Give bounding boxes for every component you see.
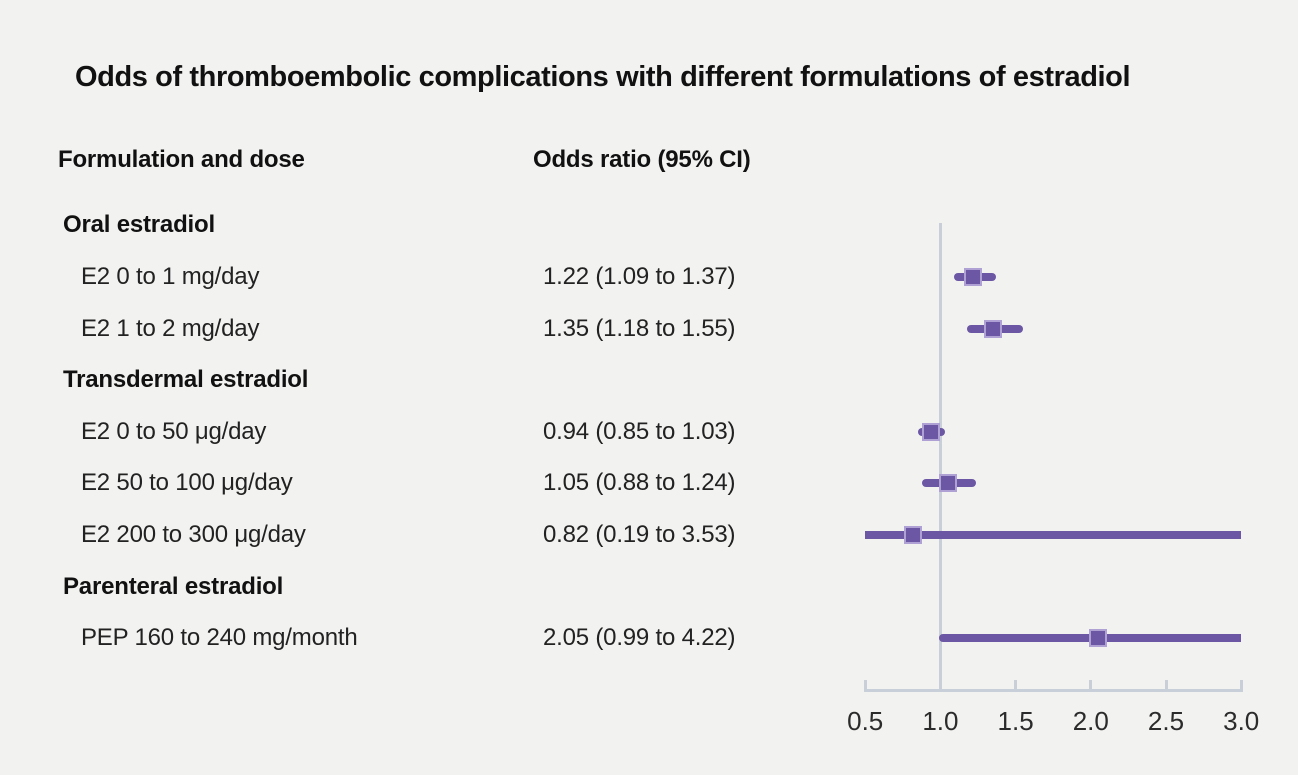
row-item-label: E2 0 to 50 μg/day [81,417,267,445]
odds-ratio-marker [938,474,957,493]
row-odds-ratio-value: 2.05 (0.99 to 4.22) [543,624,736,652]
x-tick-label: 0.5 [847,706,884,736]
confidence-interval-line [865,530,1242,539]
x-tick-label: 2.5 [1147,706,1185,736]
column-header-odds-ratio: Odds ratio (95% CI) [533,146,751,173]
odds-ratio-marker [904,525,923,544]
row-odds-ratio-value: 1.22 (1.09 to 1.37) [543,262,736,290]
x-tick-label: 2.0 [1072,706,1109,736]
row-group-label: Transdermal estradiol [63,366,309,394]
x-axis [863,689,1243,692]
axis-tick [1014,680,1018,689]
odds-ratio-marker [964,267,983,286]
axis-tick [1239,680,1243,689]
row-group-label: Oral estradiol [63,211,215,239]
row-item-label: E2 50 to 100 μg/day [81,469,293,497]
axis-tick [863,680,867,689]
column-header-formulation: Formulation and dose [58,146,305,173]
x-tick-label: 3.0 [1223,706,1260,736]
row-odds-ratio-value: 0.82 (0.19 to 3.53) [543,520,736,548]
row-group-label: Parenteral estradiol [63,572,284,600]
row-odds-ratio-value: 0.94 (0.85 to 1.03) [543,417,736,445]
odds-ratio-marker [922,422,941,441]
page-title: Odds of thromboembolic complications wit… [75,61,1131,93]
row-item-label: E2 1 to 2 mg/day [81,314,260,342]
axis-tick [1164,680,1168,689]
row-item-label: E2 200 to 300 μg/day [81,520,306,548]
row-odds-ratio-value: 1.05 (0.88 to 1.24) [543,469,736,497]
odds-ratio-marker [984,319,1003,338]
axis-tick [938,680,942,689]
row-item-label: E2 0 to 1 mg/day [81,262,260,290]
reference-line [938,223,942,692]
row-odds-ratio-value: 1.35 (1.18 to 1.55) [543,314,736,342]
row-item-label: PEP 160 to 240 mg/month [81,624,358,652]
odds-ratio-marker [1089,629,1108,648]
axis-tick [1089,680,1093,689]
x-tick-label: 1.0 [922,706,959,736]
x-tick-label: 1.5 [997,706,1034,736]
